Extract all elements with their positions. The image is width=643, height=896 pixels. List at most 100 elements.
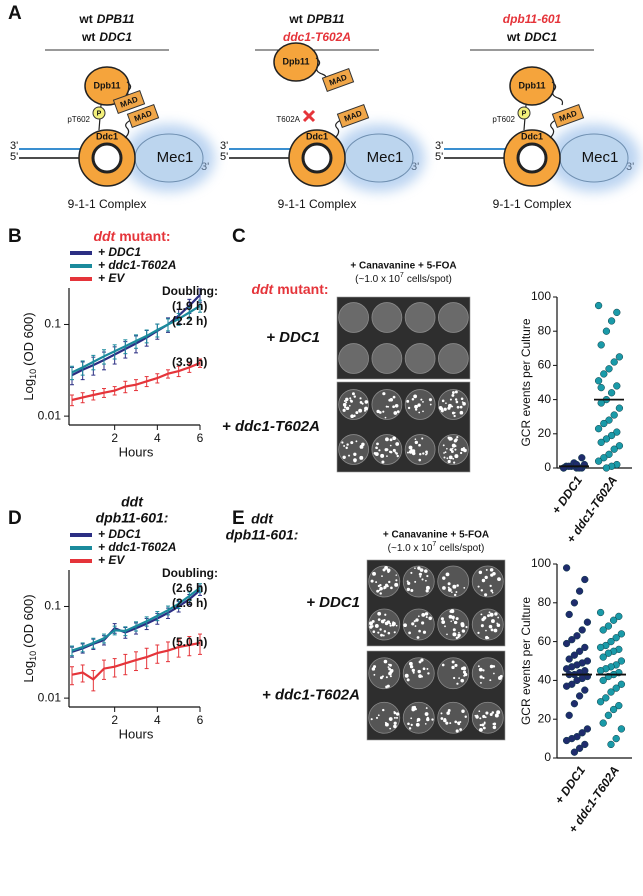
- colony: [413, 394, 418, 399]
- colony: [460, 678, 465, 683]
- dpb11-label: Dpb11: [93, 80, 120, 90]
- spot: [404, 434, 436, 465]
- series-line: [71, 304, 201, 374]
- data-point: [600, 370, 608, 378]
- colony: [379, 592, 382, 595]
- colony: [388, 450, 392, 454]
- colony: [406, 587, 411, 592]
- colony: [453, 411, 456, 414]
- legend-label: + DDC1: [98, 527, 141, 541]
- colony: [424, 723, 427, 725]
- dpb11-label: Dpb11: [282, 56, 309, 66]
- data-point: [570, 599, 579, 607]
- colony: [384, 722, 389, 727]
- colony: [353, 452, 357, 456]
- colony: [348, 454, 351, 457]
- ddc1-tail: [124, 117, 138, 139]
- text-span: wt: [78, 12, 92, 26]
- colony: [480, 624, 484, 628]
- dpb11: [509, 66, 555, 106]
- colony: [489, 712, 493, 716]
- data-point: [581, 740, 589, 749]
- colony: [386, 455, 388, 458]
- text-span: DDC1: [99, 30, 132, 44]
- text-span: ddt: [251, 281, 274, 297]
- colony: [372, 630, 376, 634]
- colony: [350, 414, 354, 419]
- colony: [410, 588, 414, 592]
- colony: [410, 448, 413, 451]
- mec1-label: Mec1: [582, 149, 619, 166]
- text-span: (OD 600): [21, 594, 36, 647]
- colony: [494, 713, 499, 718]
- data-point: [562, 736, 571, 745]
- colony: [385, 437, 389, 442]
- colony: [375, 447, 378, 450]
- colony: [378, 411, 382, 414]
- spot: [437, 701, 470, 734]
- y-tick-label: 20: [538, 426, 552, 440]
- colony: [425, 579, 427, 582]
- colony: [377, 631, 380, 634]
- colony: [484, 593, 488, 597]
- data-point: [599, 719, 607, 727]
- text-span: Log: [21, 379, 36, 401]
- data-point: [597, 399, 605, 407]
- mad-domain: MAD: [126, 103, 160, 129]
- colony: [406, 399, 410, 403]
- data-point: [570, 651, 579, 659]
- colony: [418, 660, 422, 664]
- colony: [483, 722, 486, 725]
- colony: [451, 443, 456, 448]
- plate-density: (~1.0 x 107 cells/spot): [388, 541, 485, 554]
- phospho: [517, 106, 531, 120]
- data-point: [615, 612, 623, 621]
- colony: [376, 589, 380, 593]
- colony: [408, 661, 413, 666]
- colony: [456, 405, 460, 409]
- colony: [389, 675, 392, 678]
- data-point: [568, 636, 576, 644]
- colony: [451, 393, 455, 397]
- colony: [426, 667, 429, 670]
- colony: [353, 395, 356, 398]
- colony: [395, 442, 400, 446]
- x-stroke: [302, 109, 316, 123]
- colony: [462, 666, 467, 671]
- data-point: [573, 632, 581, 640]
- colony: [382, 568, 386, 572]
- colony: [349, 399, 352, 402]
- colony: [386, 568, 391, 573]
- mad-domain: MAD: [336, 103, 370, 129]
- colony: [420, 398, 423, 401]
- colony: [418, 411, 421, 414]
- colony: [370, 579, 374, 583]
- y-tick-label: 0: [544, 460, 551, 474]
- spot: [402, 701, 435, 734]
- colony: [407, 451, 409, 454]
- colony: [478, 570, 483, 575]
- data-point: [612, 684, 620, 692]
- text-span: wt: [506, 30, 520, 44]
- text-span: mutant:: [119, 228, 170, 244]
- colony: [392, 405, 396, 409]
- annotation-title: Doubling:: [162, 566, 218, 580]
- colony: [484, 575, 488, 580]
- colony: [389, 624, 392, 627]
- colony: [452, 619, 455, 621]
- colony: [451, 660, 455, 664]
- colony: [406, 678, 410, 682]
- colony: [375, 716, 379, 719]
- colony: [424, 712, 429, 716]
- legend-label: + ddc1-T602A: [98, 540, 176, 554]
- colony: [478, 727, 483, 732]
- data-point: [599, 653, 607, 661]
- colony: [361, 442, 365, 447]
- colony: [348, 404, 351, 407]
- colony: [408, 450, 413, 454]
- text-span: 7: [400, 272, 404, 279]
- colony: [491, 711, 495, 714]
- colony: [386, 620, 391, 624]
- spot: [371, 343, 403, 374]
- text-span: ddc1-T602A: [283, 30, 351, 44]
